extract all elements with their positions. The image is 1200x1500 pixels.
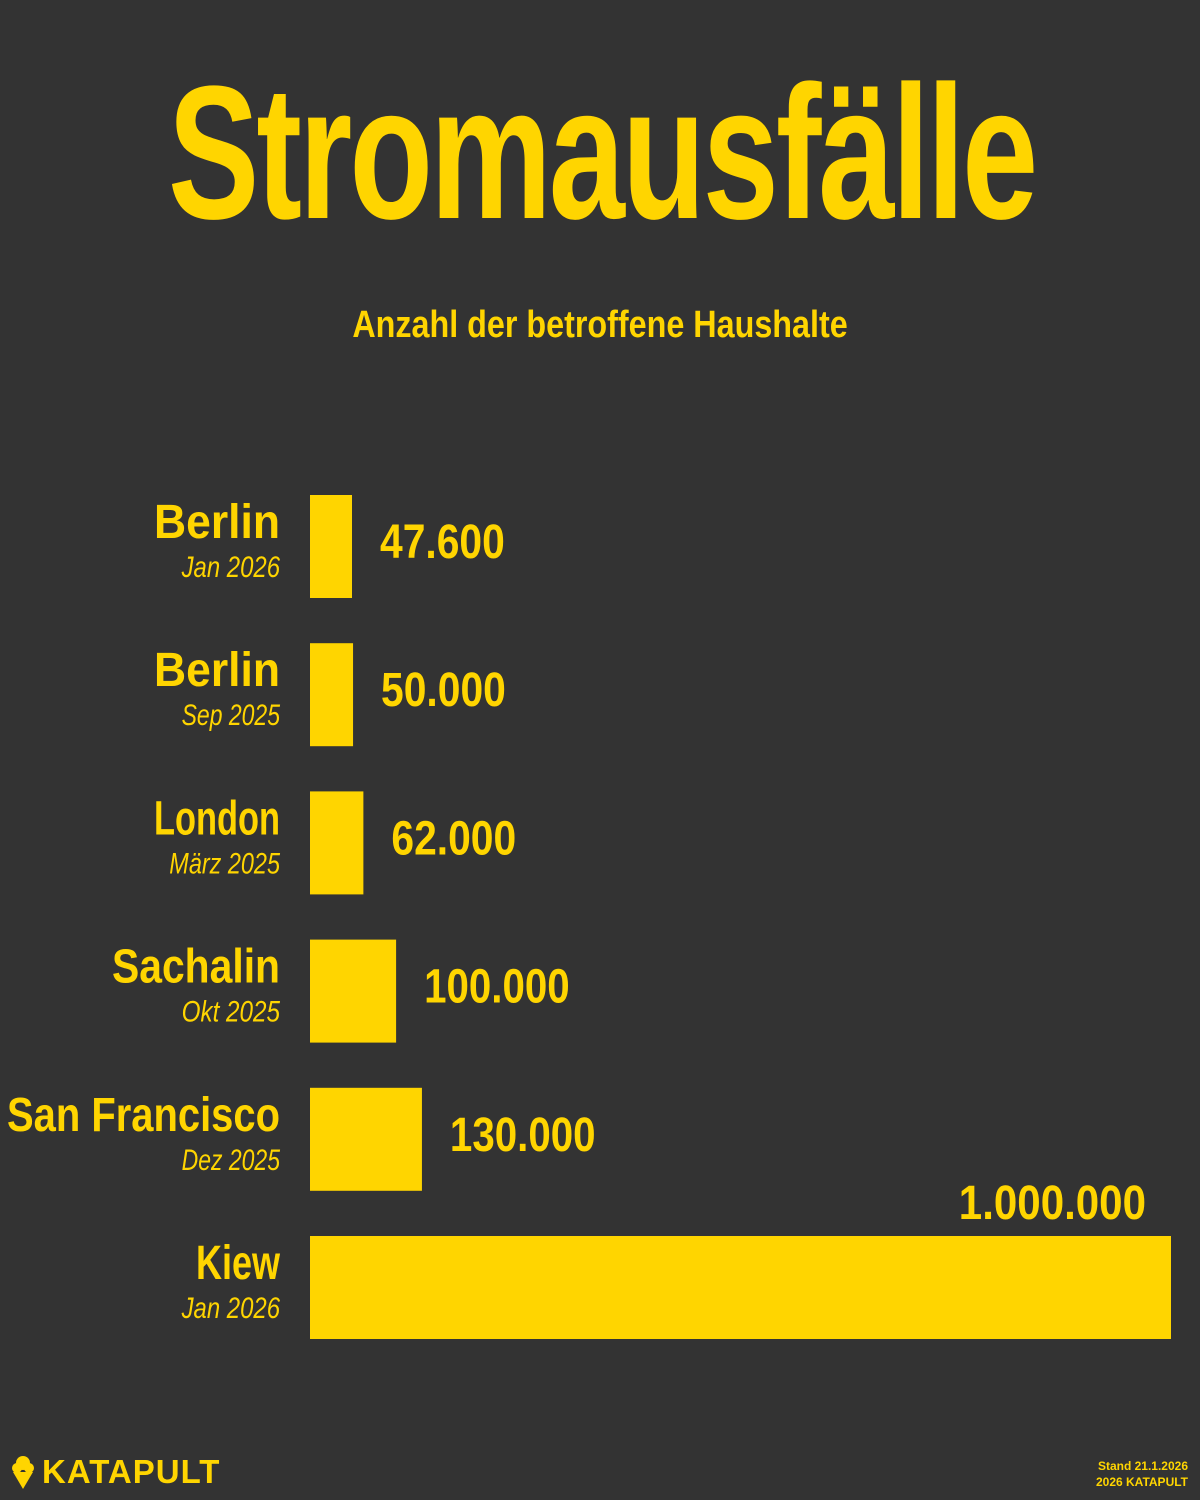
category-name-0: Berlin bbox=[154, 496, 280, 549]
category-date-3: Okt 2025 bbox=[182, 996, 281, 1029]
page-subtitle: Anzahl der betroffene Haushalte bbox=[352, 304, 848, 346]
value-label-1: 50.000 bbox=[381, 664, 506, 717]
bar-1 bbox=[310, 643, 354, 747]
footer-note: Stand 21.1.2026 2026 KATAPULT bbox=[1096, 1458, 1188, 1490]
ice-cream-cone-icon bbox=[12, 1456, 34, 1489]
category-name-4: San Francisco bbox=[7, 1089, 280, 1142]
value-label-0: 47.600 bbox=[380, 516, 505, 569]
category-name-2: London bbox=[154, 792, 280, 845]
bar-0 bbox=[310, 495, 352, 598]
category-date-1: Sep 2025 bbox=[182, 699, 281, 732]
brand-logo: KATAPULT bbox=[8, 1452, 220, 1492]
category-date-2: März 2025 bbox=[169, 847, 280, 880]
value-label-3: 100.000 bbox=[424, 961, 570, 1014]
brand-name: KATAPULT bbox=[42, 1453, 221, 1490]
category-date-4: Dez 2025 bbox=[182, 1144, 281, 1177]
page-title: Stromausfälle bbox=[167, 47, 1038, 259]
bar-4 bbox=[310, 1087, 422, 1191]
copyright: 2026 KATAPULT bbox=[1095, 1475, 1188, 1489]
stand-date: Stand 21.1.2026 bbox=[1097, 1459, 1188, 1473]
bar-2 bbox=[310, 791, 364, 895]
bar-5 bbox=[310, 1236, 1171, 1339]
value-label-2: 62.000 bbox=[391, 812, 516, 865]
category-name-1: Berlin bbox=[154, 644, 280, 697]
bar-3 bbox=[310, 939, 397, 1043]
category-name-5: Kiew bbox=[196, 1237, 280, 1290]
category-date-5: Jan 2026 bbox=[181, 1292, 280, 1325]
value-label-4: 130.000 bbox=[450, 1109, 596, 1162]
value-label-5: 1.000.000 bbox=[959, 1177, 1146, 1230]
category-date-0: Jan 2026 bbox=[181, 551, 280, 584]
category-name-3: Sachalin bbox=[112, 941, 280, 994]
